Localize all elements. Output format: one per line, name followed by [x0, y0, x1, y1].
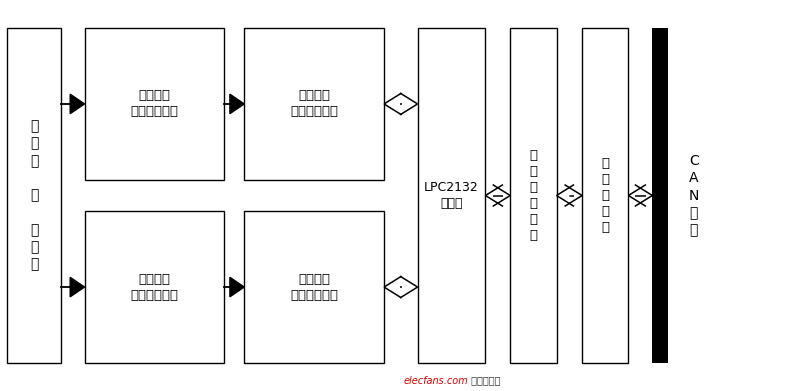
Bar [510, 28, 557, 363]
Polygon shape [70, 94, 85, 114]
Polygon shape [230, 94, 244, 114]
Text: 车
载
蓝
牙
收
发: 车 载 蓝 牙 收 发 [530, 149, 538, 242]
Text: 轮胎气压
数据采集电路: 轮胎气压 数据采集电路 [290, 273, 338, 301]
Text: LPC2132
控制器: LPC2132 控制器 [424, 181, 479, 210]
Polygon shape [230, 277, 244, 297]
Bar [582, 28, 629, 363]
Text: 电子发烧友: 电子发烧友 [468, 376, 500, 386]
Text: 蓝
牙
收
发
器: 蓝 牙 收 发 器 [602, 157, 610, 234]
Bar [244, 28, 384, 180]
Text: 轮胎气压
数据采集电路: 轮胎气压 数据采集电路 [290, 90, 338, 118]
Text: elecfans.com: elecfans.com [403, 376, 468, 386]
Bar [7, 28, 62, 363]
Bar [652, 28, 667, 363]
Text: 轮胎温度
信号调理电路: 轮胎温度 信号调理电路 [130, 273, 178, 301]
Bar [85, 28, 224, 180]
Bar [418, 28, 486, 363]
Bar [244, 211, 384, 363]
Text: C
A
N
总
线: C A N 总 线 [689, 154, 699, 237]
Text: 压
力
温

度

传
感
器: 压 力 温 度 传 感 器 [30, 119, 38, 272]
Text: 轮胎气压
信号调理电路: 轮胎气压 信号调理电路 [130, 90, 178, 118]
Bar [85, 211, 224, 363]
Polygon shape [70, 277, 85, 297]
